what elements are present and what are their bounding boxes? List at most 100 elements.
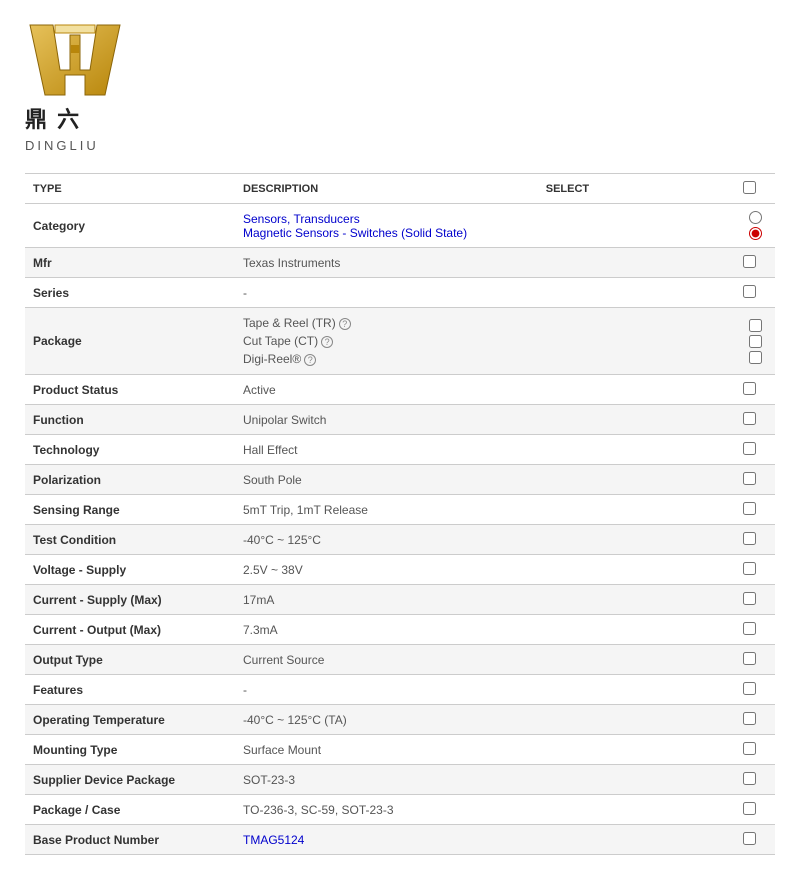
row-checkbox[interactable] — [743, 742, 756, 755]
row-type-label: Current - Output (Max) — [25, 615, 235, 645]
row-description: TO-236-3, SC-59, SOT-23-3 — [235, 795, 735, 825]
table-row: Mounting TypeSurface Mount — [25, 735, 775, 765]
row-select-cell — [735, 248, 775, 278]
row-select-cell — [735, 585, 775, 615]
row-checkbox[interactable] — [743, 802, 756, 815]
row-checkbox[interactable] — [743, 502, 756, 515]
header-select-all-cell — [735, 174, 775, 204]
product-link[interactable]: TMAG5124 — [243, 833, 304, 847]
table-row: MfrTexas Instruments — [25, 248, 775, 278]
row-select-cell — [735, 645, 775, 675]
row-type-label: Output Type — [25, 645, 235, 675]
brand-logo-icon — [25, 20, 125, 100]
row-description: Surface Mount — [235, 735, 735, 765]
row-description: Unipolar Switch — [235, 405, 735, 435]
table-row: Current - Supply (Max)17mA — [25, 585, 775, 615]
help-icon[interactable]: ? — [304, 354, 316, 366]
row-select-cell — [735, 465, 775, 495]
row-checkbox[interactable] — [743, 255, 756, 268]
row-description: Hall Effect — [235, 435, 735, 465]
row-checkbox[interactable] — [743, 772, 756, 785]
row-description: South Pole — [235, 465, 735, 495]
logo-area: 鼎 六 DINGLIU — [25, 20, 775, 153]
row-select-cell — [735, 375, 775, 405]
row-type-label: Product Status — [25, 375, 235, 405]
row-checkbox[interactable] — [743, 412, 756, 425]
table-row: Test Condition-40°C ~ 125°C — [25, 525, 775, 555]
row-select-cell — [735, 825, 775, 855]
table-row: PackageTape & Reel (TR)?Cut Tape (CT)?Di… — [25, 308, 775, 375]
header-select: SELECT — [538, 174, 735, 204]
row-select-cell — [735, 675, 775, 705]
package-checkbox[interactable] — [749, 335, 762, 348]
package-checkbox[interactable] — [749, 319, 762, 332]
row-description: -40°C ~ 125°C (TA) — [235, 705, 735, 735]
row-select-cell — [735, 495, 775, 525]
row-checkbox[interactable] — [743, 712, 756, 725]
row-checkbox[interactable] — [743, 832, 756, 845]
row-description: 2.5V ~ 38V — [235, 555, 735, 585]
logo-cjk-text: 鼎 六 — [25, 102, 775, 134]
row-type-label: Polarization — [25, 465, 235, 495]
row-description: 7.3mA — [235, 615, 735, 645]
table-row: Category Sensors, TransducersMagnetic Sen… — [25, 204, 775, 248]
row-select-cell — [735, 278, 775, 308]
row-description: - — [235, 675, 735, 705]
table-row: Sensing Range5mT Trip, 1mT Release — [25, 495, 775, 525]
header-description: DESCRIPTION — [235, 174, 538, 204]
table-row: Features- — [25, 675, 775, 705]
spec-table: TYPE DESCRIPTION SELECT Category Sensors,… — [25, 173, 775, 855]
row-type-label: Package / Case — [25, 795, 235, 825]
row-checkbox[interactable] — [743, 592, 756, 605]
row-checkbox[interactable] — [743, 532, 756, 545]
table-row: Current - Output (Max)7.3mA — [25, 615, 775, 645]
row-checkbox[interactable] — [743, 382, 756, 395]
package-checkbox[interactable] — [749, 351, 762, 364]
table-row: Package / CaseTO-236-3, SC-59, SOT-23-3 — [25, 795, 775, 825]
header-type: TYPE — [25, 174, 235, 204]
category-link[interactable]: Sensors, Transducers — [243, 212, 360, 226]
category-radio[interactable] — [749, 211, 762, 224]
table-row: TechnologyHall Effect — [25, 435, 775, 465]
table-row: Output TypeCurrent Source — [25, 645, 775, 675]
row-description: - — [235, 278, 735, 308]
select-all-checkbox[interactable] — [743, 181, 756, 194]
row-checkbox[interactable] — [743, 622, 756, 635]
help-icon[interactable]: ? — [321, 336, 333, 348]
row-checkbox[interactable] — [743, 652, 756, 665]
table-row: PolarizationSouth Pole — [25, 465, 775, 495]
row-select-cell — [735, 705, 775, 735]
row-checkbox[interactable] — [743, 472, 756, 485]
row-description: TMAG5124 — [235, 825, 735, 855]
category-link[interactable]: Magnetic Sensors - Switches (Solid State… — [243, 226, 467, 240]
row-type-label: Mounting Type — [25, 735, 235, 765]
row-description: Current Source — [235, 645, 735, 675]
table-row: Product StatusActive — [25, 375, 775, 405]
row-type-label: Features — [25, 675, 235, 705]
row-description: Tape & Reel (TR)?Cut Tape (CT)?Digi-Reel… — [235, 308, 735, 375]
row-type-label: Function — [25, 405, 235, 435]
row-description: -40°C ~ 125°C — [235, 525, 735, 555]
table-row: Operating Temperature-40°C ~ 125°C (TA) — [25, 705, 775, 735]
row-description: 17mA — [235, 585, 735, 615]
row-select-cell — [735, 735, 775, 765]
table-row: Series- — [25, 278, 775, 308]
row-type-label: Category — [25, 204, 235, 248]
row-select-cell — [735, 435, 775, 465]
row-checkbox[interactable] — [743, 285, 756, 298]
row-type-label: Sensing Range — [25, 495, 235, 525]
row-checkbox[interactable] — [743, 682, 756, 695]
row-checkbox[interactable] — [743, 442, 756, 455]
category-radio[interactable] — [749, 227, 762, 240]
help-icon[interactable]: ? — [339, 318, 351, 330]
row-description: Active — [235, 375, 735, 405]
table-row: Voltage - Supply2.5V ~ 38V — [25, 555, 775, 585]
table-row: FunctionUnipolar Switch — [25, 405, 775, 435]
row-select-cell — [735, 555, 775, 585]
row-type-label: Test Condition — [25, 525, 235, 555]
row-type-label: Mfr — [25, 248, 235, 278]
row-checkbox[interactable] — [743, 562, 756, 575]
package-option: Cut Tape (CT) — [243, 334, 318, 348]
row-description: SOT-23-3 — [235, 765, 735, 795]
row-type-label: Voltage - Supply — [25, 555, 235, 585]
